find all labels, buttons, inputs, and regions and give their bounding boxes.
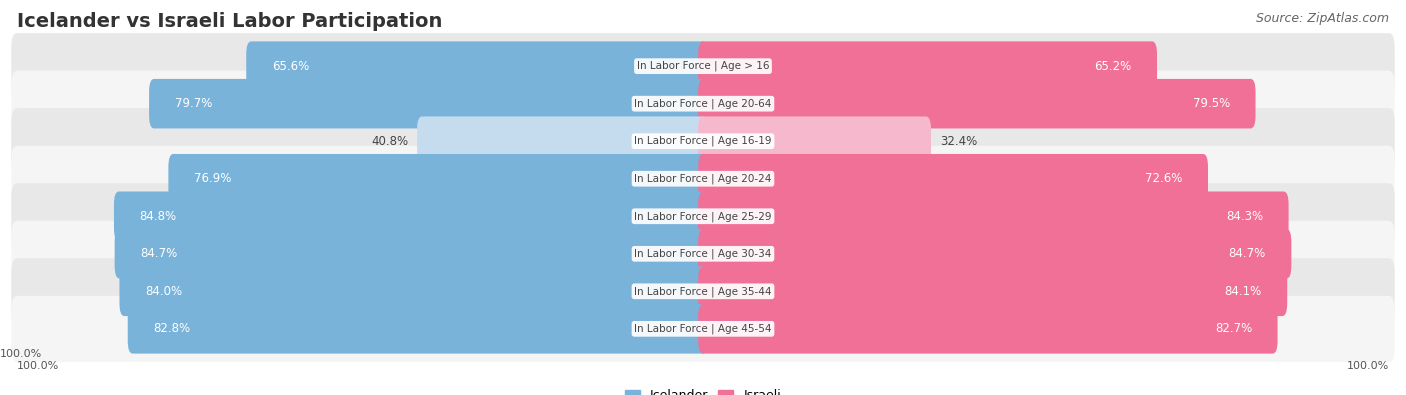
FancyBboxPatch shape: [699, 267, 1288, 316]
Text: In Labor Force | Age 20-24: In Labor Force | Age 20-24: [634, 173, 772, 184]
Legend: Icelander, Israeli: Icelander, Israeli: [620, 384, 786, 395]
Text: Source: ZipAtlas.com: Source: ZipAtlas.com: [1256, 12, 1389, 25]
Text: 65.6%: 65.6%: [271, 60, 309, 73]
Text: 32.4%: 32.4%: [941, 135, 977, 148]
Text: 100.0%: 100.0%: [17, 361, 59, 371]
FancyBboxPatch shape: [128, 304, 707, 354]
FancyBboxPatch shape: [149, 79, 707, 128]
Text: 84.8%: 84.8%: [139, 210, 177, 223]
FancyBboxPatch shape: [699, 304, 1278, 354]
Text: 82.8%: 82.8%: [153, 322, 190, 335]
FancyBboxPatch shape: [115, 229, 707, 278]
Text: 82.7%: 82.7%: [1215, 322, 1253, 335]
FancyBboxPatch shape: [11, 146, 1395, 212]
Text: 72.6%: 72.6%: [1144, 172, 1182, 185]
FancyBboxPatch shape: [120, 267, 707, 316]
Text: In Labor Force | Age 35-44: In Labor Force | Age 35-44: [634, 286, 772, 297]
FancyBboxPatch shape: [11, 108, 1395, 174]
Text: 65.2%: 65.2%: [1094, 60, 1132, 73]
Text: 100.0%: 100.0%: [1347, 361, 1389, 371]
Text: 79.5%: 79.5%: [1192, 97, 1230, 110]
Text: In Labor Force | Age 20-64: In Labor Force | Age 20-64: [634, 98, 772, 109]
FancyBboxPatch shape: [699, 154, 1208, 203]
Text: 40.8%: 40.8%: [371, 135, 408, 148]
Text: 76.9%: 76.9%: [194, 172, 231, 185]
Text: In Labor Force | Age 30-34: In Labor Force | Age 30-34: [634, 248, 772, 259]
Text: 79.7%: 79.7%: [174, 97, 212, 110]
Text: In Labor Force | Age 25-29: In Labor Force | Age 25-29: [634, 211, 772, 222]
FancyBboxPatch shape: [169, 154, 707, 203]
Text: In Labor Force | Age > 16: In Labor Force | Age > 16: [637, 61, 769, 71]
Text: 84.7%: 84.7%: [1229, 247, 1265, 260]
FancyBboxPatch shape: [699, 41, 1157, 91]
FancyBboxPatch shape: [246, 41, 707, 91]
Text: Icelander vs Israeli Labor Participation: Icelander vs Israeli Labor Participation: [17, 12, 443, 31]
FancyBboxPatch shape: [699, 117, 931, 166]
Text: 84.0%: 84.0%: [145, 285, 183, 298]
FancyBboxPatch shape: [11, 296, 1395, 362]
FancyBboxPatch shape: [699, 192, 1289, 241]
FancyBboxPatch shape: [114, 192, 707, 241]
FancyBboxPatch shape: [11, 183, 1395, 249]
Text: In Labor Force | Age 45-54: In Labor Force | Age 45-54: [634, 324, 772, 334]
FancyBboxPatch shape: [11, 221, 1395, 287]
Text: 100.0%: 100.0%: [0, 350, 42, 359]
FancyBboxPatch shape: [11, 33, 1395, 99]
FancyBboxPatch shape: [11, 258, 1395, 324]
Text: 84.7%: 84.7%: [141, 247, 177, 260]
Text: In Labor Force | Age 16-19: In Labor Force | Age 16-19: [634, 136, 772, 147]
FancyBboxPatch shape: [699, 79, 1256, 128]
Text: 84.3%: 84.3%: [1226, 210, 1263, 223]
FancyBboxPatch shape: [699, 229, 1291, 278]
Text: 84.1%: 84.1%: [1225, 285, 1261, 298]
FancyBboxPatch shape: [11, 71, 1395, 137]
FancyBboxPatch shape: [418, 117, 707, 166]
